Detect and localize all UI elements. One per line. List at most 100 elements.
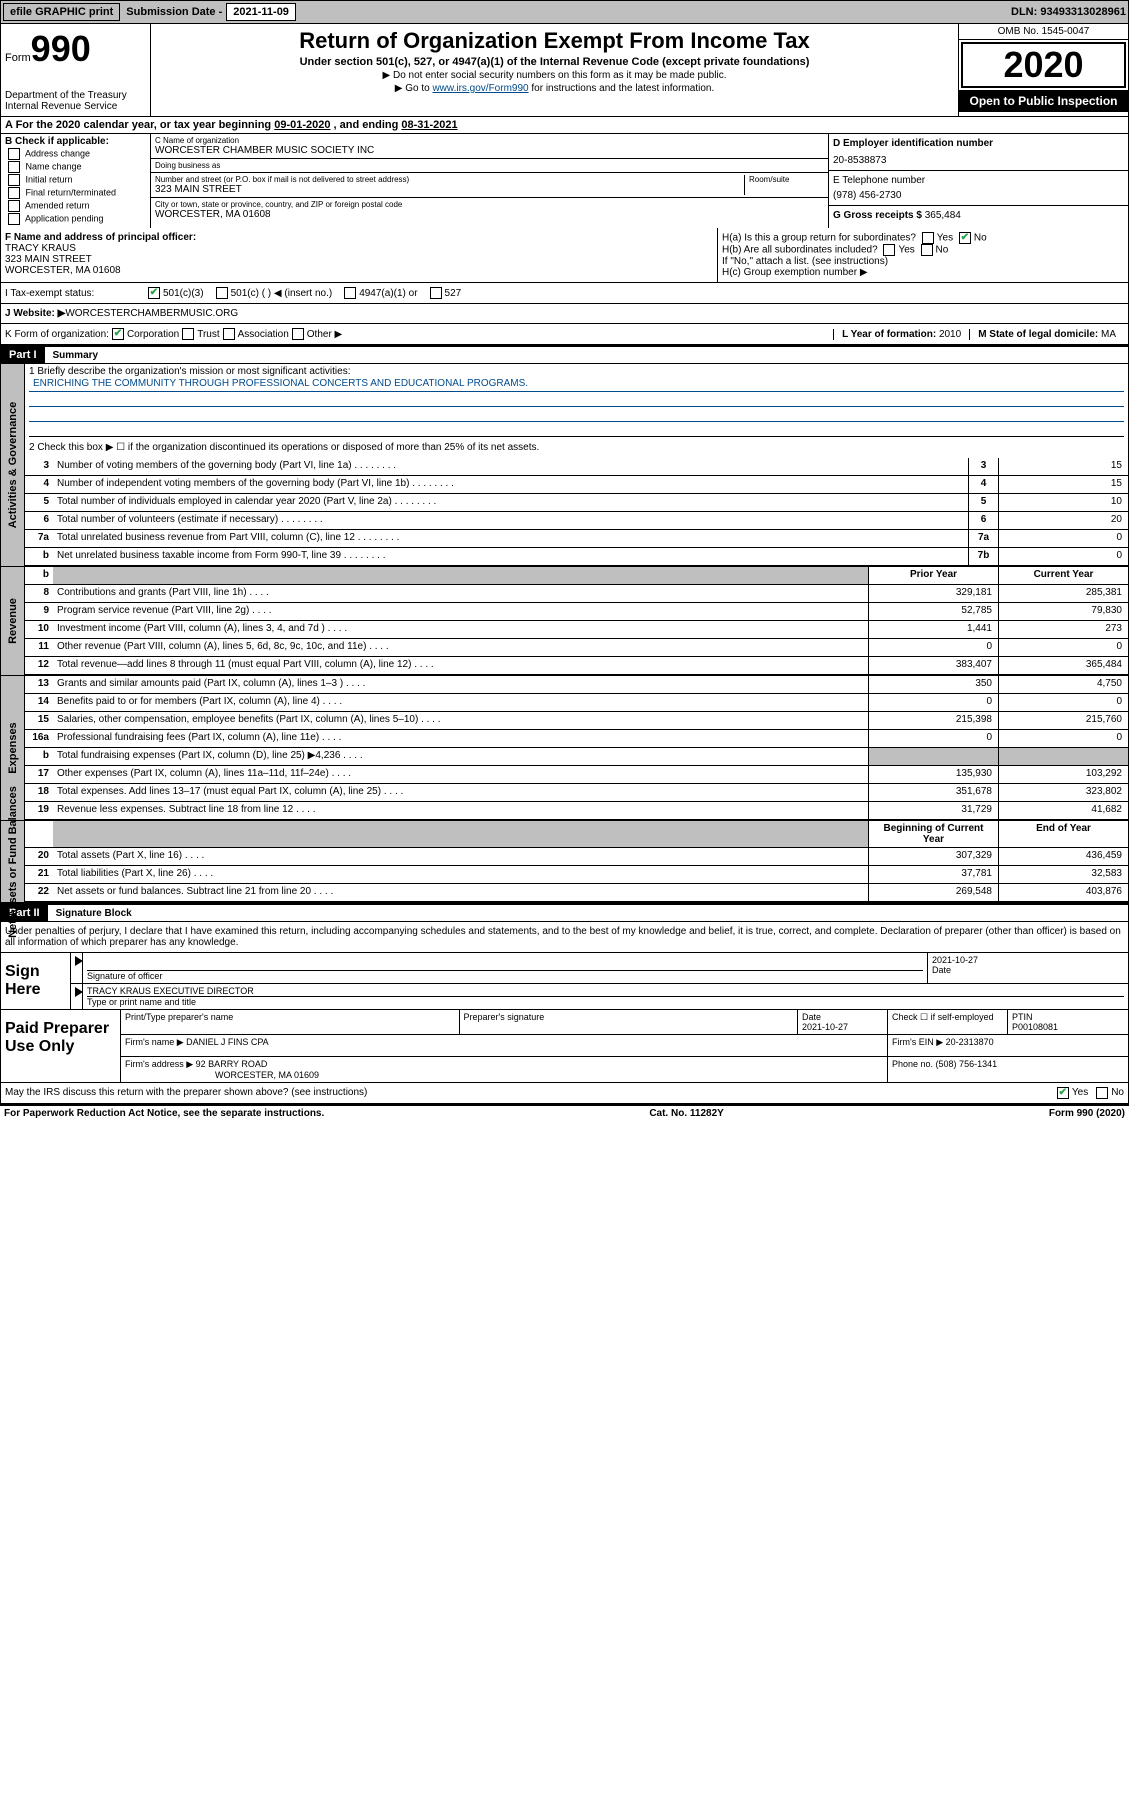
tax-exempt-status: I Tax-exempt status: 501(c)(3) 501(c) ( … — [0, 283, 1129, 304]
side-gov: Activities & Governance — [7, 402, 19, 529]
year-formation: L Year of formation: 2010 — [833, 329, 969, 340]
exp-line-13: 13Grants and similar amounts paid (Part … — [25, 676, 1128, 694]
ein-box: D Employer identification number 20-8538… — [829, 134, 1128, 171]
top-toolbar: efile GRAPHIC print Submission Date - 20… — [0, 0, 1129, 24]
arrow-icon — [75, 987, 83, 997]
org-name-box: C Name of organization WORCESTER CHAMBER… — [151, 134, 828, 159]
officer-street: 323 MAIN STREET — [5, 254, 713, 265]
gov-line-5: 5Total number of individuals employed in… — [25, 494, 1128, 512]
firm-name: DANIEL J FINS CPA — [186, 1037, 269, 1047]
rev-line-8: 8Contributions and grants (Part VIII, li… — [25, 585, 1128, 603]
form-subtitle: Under section 501(c), 527, or 4947(a)(1)… — [155, 56, 954, 68]
form-number: Form990 — [5, 28, 146, 70]
section-fh: F Name and address of principal officer:… — [0, 228, 1129, 283]
sig-officer-label: Signature of officer — [87, 971, 923, 981]
k-corp[interactable] — [112, 328, 124, 340]
irs-label: Internal Revenue Service — [5, 101, 146, 112]
state-domicile: M State of legal domicile: MA — [969, 329, 1124, 340]
firm-phone: (508) 756-1341 — [936, 1059, 998, 1069]
check-final-return-terminated[interactable]: Final return/terminated — [5, 187, 146, 199]
4947-check[interactable] — [344, 287, 356, 299]
501c3-check[interactable] — [148, 287, 160, 299]
exp-line-b: bTotal fundraising expenses (Part IX, co… — [25, 748, 1128, 766]
dba-box: Doing business as — [151, 159, 828, 173]
discuss-no[interactable] — [1096, 1087, 1108, 1099]
hb-yes[interactable] — [883, 244, 895, 256]
org-name: WORCESTER CHAMBER MUSIC SOCIETY INC — [155, 145, 824, 156]
bal-line-21: 21Total liabilities (Part X, line 26) . … — [25, 866, 1128, 884]
street-box: Number and street (or P.O. box if mail i… — [151, 173, 828, 198]
discuss-yes[interactable] — [1057, 1087, 1069, 1099]
officer-city: WORCESTER, MA 01608 — [5, 265, 713, 276]
check-address-change[interactable]: Address change — [5, 148, 146, 160]
line2: 2 Check this box ▶ ☐ if the organization… — [25, 440, 1128, 458]
sign-here-grid: Sign Here Signature of officer 2021-10-2… — [1, 952, 1128, 1009]
gov-line-7a: 7aTotal unrelated business revenue from … — [25, 530, 1128, 548]
side-rev: Revenue — [7, 598, 19, 644]
bal-line-20: 20Total assets (Part X, line 16) . . . .… — [25, 848, 1128, 866]
check-name-change[interactable]: Name change — [5, 161, 146, 173]
k-trust[interactable] — [182, 328, 194, 340]
prep-date: 2021-10-27 — [802, 1022, 848, 1032]
check-initial-return[interactable]: Initial return — [5, 174, 146, 186]
paid-prep-label: Paid Preparer Use Only — [1, 1010, 121, 1082]
dln: DLN: 93493313028961 — [1011, 6, 1126, 18]
hb-no[interactable] — [921, 244, 933, 256]
k-assoc[interactable] — [223, 328, 235, 340]
open-public: Open to Public Inspection — [959, 90, 1128, 112]
dept-treasury: Department of the Treasury — [5, 90, 146, 101]
page-footer: For Paperwork Reduction Act Notice, see … — [0, 1105, 1129, 1121]
officer-name: TRACY KRAUS — [5, 243, 713, 254]
firm-address: 92 BARRY ROAD — [196, 1059, 268, 1069]
h-b-note: If "No," attach a list. (see instruction… — [722, 256, 1124, 267]
k-other[interactable] — [292, 328, 304, 340]
klm-row: K Form of organization: Corporation Trus… — [0, 324, 1129, 345]
perjury-declaration: Under penalties of perjury, I declare th… — [1, 922, 1128, 952]
efile-print-button[interactable]: efile GRAPHIC print — [3, 3, 120, 21]
city-box: City or town, state or province, country… — [151, 198, 828, 222]
part-i-header: Part I Summary — [0, 345, 1129, 364]
exp-line-15: 15Salaries, other compensation, employee… — [25, 712, 1128, 730]
mission-text: ENRICHING THE COMMUNITY THROUGH PROFESSI… — [29, 378, 1124, 392]
501c-check[interactable] — [216, 287, 228, 299]
note-ssn: ▶ Do not enter social security numbers o… — [155, 70, 954, 81]
city-state-zip: WORCESTER, MA 01608 — [155, 209, 824, 220]
discuss-row: May the IRS discuss this return with the… — [1, 1082, 1128, 1104]
527-check[interactable] — [430, 287, 442, 299]
tax-period: A For the 2020 calendar year, or tax yea… — [0, 117, 1129, 134]
ein-value: 20-8538873 — [833, 155, 1124, 166]
form-title: Return of Organization Exempt From Incom… — [155, 28, 954, 54]
gov-line-7b: bNet unrelated business taxable income f… — [25, 548, 1128, 566]
rev-line-11: 11Other revenue (Part VIII, column (A), … — [25, 639, 1128, 657]
sign-date: 2021-10-27 — [932, 955, 1124, 965]
submission-date-value: 2021-11-09 — [226, 3, 296, 21]
side-exp: Expenses — [7, 722, 19, 773]
check-application-pending[interactable]: Application pending — [5, 213, 146, 225]
note-link: ▶ Go to www.irs.gov/Form990 for instruct… — [155, 83, 954, 94]
signature-block: Under penalties of perjury, I declare th… — [0, 922, 1129, 1105]
exp-line-17: 17Other expenses (Part IX, column (A), l… — [25, 766, 1128, 784]
h-a: H(a) Is this a group return for subordin… — [722, 232, 1124, 244]
ha-no[interactable] — [959, 232, 971, 244]
ha-yes[interactable] — [922, 232, 934, 244]
exp-line-19: 19Revenue less expenses. Subtract line 1… — [25, 802, 1128, 820]
ptin-value: P00108081 — [1012, 1022, 1058, 1032]
officer-name-title: TRACY KRAUS EXECUTIVE DIRECTOR — [87, 986, 1124, 997]
submission-date-label: Submission Date - — [126, 6, 222, 18]
street-address: 323 MAIN STREET — [155, 184, 744, 195]
website-value: WORCESTERCHAMBERMUSIC.ORG — [65, 308, 238, 319]
phone-value: (978) 456-2730 — [833, 190, 1124, 201]
paid-preparer-grid: Paid Preparer Use Only Print/Type prepar… — [1, 1009, 1128, 1082]
sign-here-label: Sign Here — [1, 953, 71, 1009]
tax-year: 2020 — [961, 42, 1126, 88]
self-employed-check[interactable]: Check ☐ if self-employed — [888, 1010, 1008, 1034]
part-ii-header: Part II Signature Block — [0, 903, 1129, 922]
firm-ein: 20-2313870 — [946, 1037, 994, 1047]
gov-line-6: 6Total number of volunteers (estimate if… — [25, 512, 1128, 530]
arrow-icon — [75, 956, 83, 966]
irs-link[interactable]: www.irs.gov/Form990 — [432, 83, 528, 94]
h-b: H(b) Are all subordinates included? Yes … — [722, 244, 1124, 256]
omb-number: OMB No. 1545-0047 — [959, 24, 1128, 40]
exp-line-16a: 16aProfessional fundraising fees (Part I… — [25, 730, 1128, 748]
check-amended-return[interactable]: Amended return — [5, 200, 146, 212]
